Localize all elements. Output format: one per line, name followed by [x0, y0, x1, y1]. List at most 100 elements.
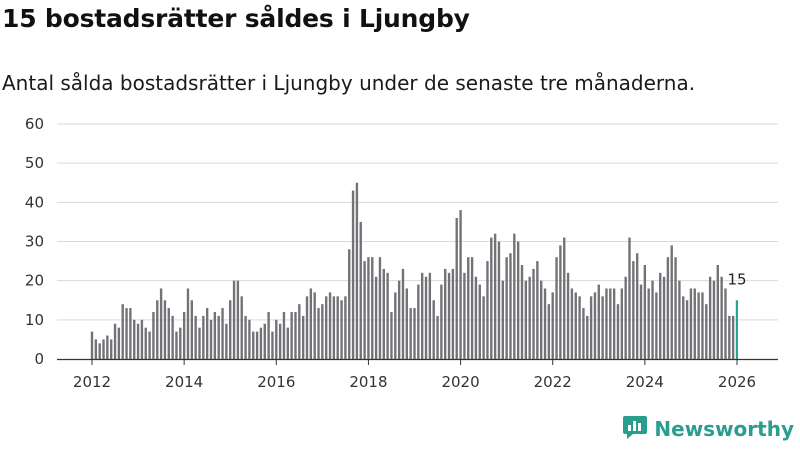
bar [317, 308, 320, 359]
bar [175, 331, 178, 359]
bar [344, 296, 347, 359]
bar [244, 315, 247, 359]
bar [405, 288, 409, 359]
bar [620, 288, 624, 359]
bar [217, 315, 220, 359]
bar [275, 319, 278, 359]
bar [490, 237, 493, 359]
bar [451, 268, 455, 359]
bar [309, 288, 313, 359]
bar [520, 265, 524, 359]
bar [563, 237, 566, 359]
bar [444, 268, 447, 359]
bar [651, 280, 654, 359]
bar [609, 288, 612, 359]
bar [179, 327, 182, 359]
bar [152, 312, 155, 359]
bar [459, 210, 462, 359]
bar [647, 288, 650, 359]
bar [386, 272, 389, 359]
bar [589, 296, 593, 359]
bar [566, 272, 570, 359]
bar [182, 312, 186, 359]
bar [355, 182, 359, 359]
bar [440, 284, 443, 359]
y-tick-label: 50 [25, 154, 44, 172]
bar [582, 308, 585, 359]
bar [202, 315, 205, 359]
bar [102, 339, 105, 359]
x-tick-label: 2014 [165, 373, 203, 391]
bar [286, 327, 289, 359]
bar [516, 241, 520, 359]
bar [232, 280, 236, 359]
bar [555, 257, 558, 359]
bar [662, 276, 666, 359]
bar [601, 296, 604, 359]
bar [655, 292, 658, 359]
bar [551, 292, 554, 359]
bar [133, 319, 136, 359]
bar [678, 280, 681, 359]
bar [697, 292, 700, 359]
bar [547, 304, 551, 359]
bar [712, 280, 716, 359]
bar [194, 315, 197, 359]
y-tick-label: 30 [25, 233, 44, 251]
bar [413, 308, 416, 359]
bar [213, 312, 217, 359]
bar [532, 268, 535, 359]
bar [255, 331, 259, 359]
bar [94, 339, 98, 359]
bar [470, 257, 474, 359]
y-tick-label: 40 [25, 193, 44, 211]
bar [574, 292, 577, 359]
bar [524, 280, 528, 359]
bar [720, 276, 723, 359]
bar [340, 300, 343, 359]
bar [156, 300, 159, 359]
bar [136, 323, 140, 359]
bar [348, 249, 351, 359]
chart-title: 15 bostadsrätter såldes i Ljungby [2, 4, 470, 33]
y-tick-label: 20 [25, 272, 44, 290]
bar [674, 257, 677, 359]
x-tick-label: 2026 [718, 373, 756, 391]
bar [321, 304, 324, 359]
bar [106, 335, 109, 359]
bar [659, 272, 662, 359]
bar [129, 308, 132, 359]
x-axis: 2012 2014 2016 2018 2020 2022 2024 2026 [57, 358, 778, 391]
bar [705, 304, 708, 359]
bar [186, 288, 190, 359]
bar [359, 221, 362, 359]
bar [632, 261, 635, 359]
bar [382, 268, 385, 359]
bar [229, 300, 232, 359]
bar [121, 304, 124, 359]
bar [540, 280, 543, 359]
bar [578, 296, 581, 359]
bar [98, 343, 101, 359]
x-tick-label: 2016 [257, 373, 295, 391]
bar [612, 288, 616, 359]
bar [616, 304, 620, 359]
bar [263, 323, 266, 359]
bar [436, 315, 439, 359]
newsworthy-brand: Newsworthy [622, 414, 794, 444]
bar [528, 276, 531, 359]
y-axis-labels: 0 10 20 30 40 50 60 [25, 115, 44, 368]
bar [325, 296, 328, 359]
y-tick-label: 60 [25, 115, 44, 133]
bar [628, 237, 631, 359]
bar [463, 272, 466, 359]
bar [593, 292, 597, 359]
bar [586, 315, 589, 359]
bar [693, 288, 696, 359]
x-tick-label: 2024 [626, 373, 664, 391]
bar [259, 327, 263, 359]
bar [125, 308, 128, 359]
bar [363, 261, 366, 359]
bar [666, 257, 670, 359]
bar [428, 272, 432, 359]
